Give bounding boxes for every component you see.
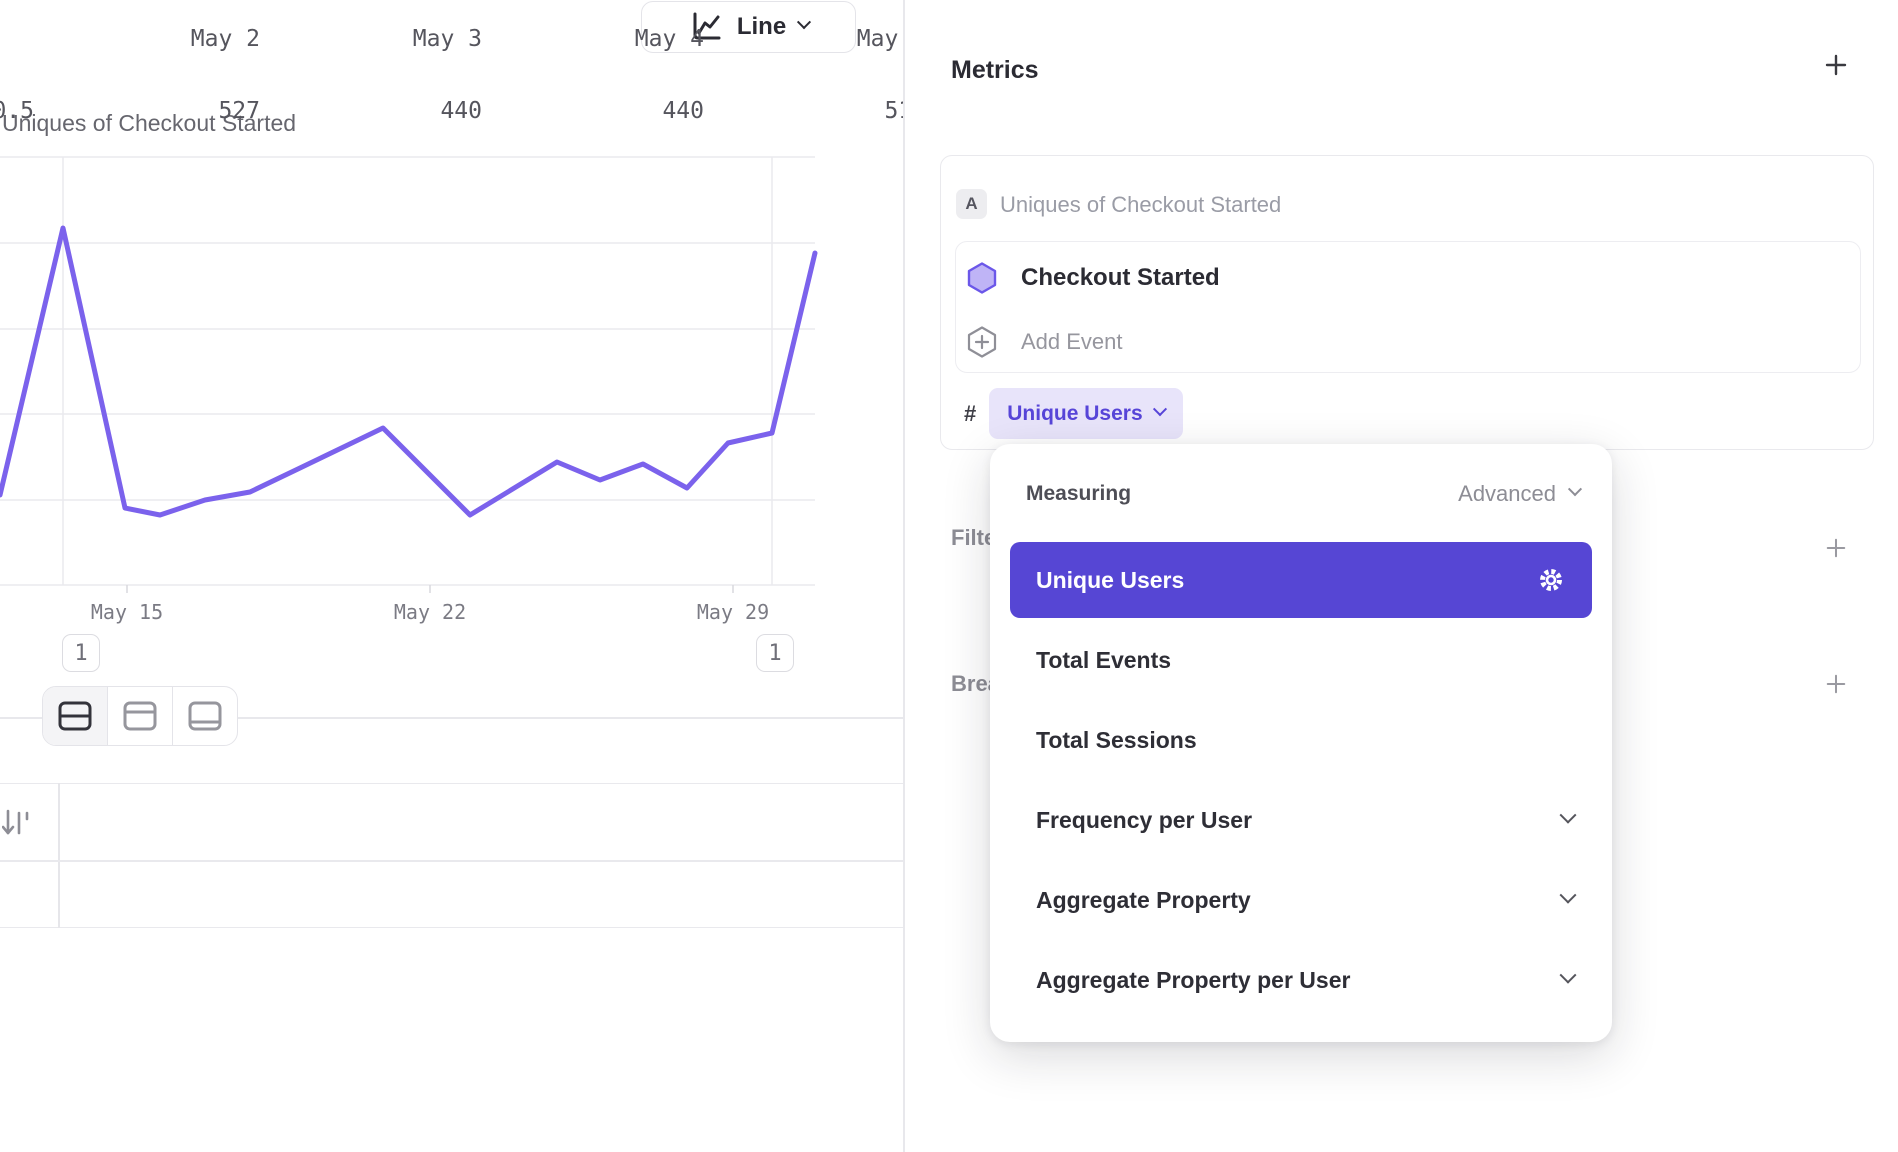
dropdown-item-total-events[interactable]: Total Events	[990, 620, 1612, 700]
measure-selector-pill[interactable]: Unique Users	[989, 388, 1183, 439]
add-breakdown-button[interactable]	[1825, 673, 1847, 695]
metric-name[interactable]: Uniques of Checkout Started	[1000, 192, 1282, 217]
section-divider	[0, 717, 903, 719]
dropdown-item-frequency-per-user[interactable]: Frequency per User	[990, 780, 1612, 860]
metric-card: A Uniques of Checkout Started Checkout S…	[940, 155, 1874, 450]
table-cell: 440	[662, 98, 704, 124]
table-cell: 527	[218, 98, 260, 124]
table-header-col[interactable]: May 4	[634, 25, 704, 52]
dropdown-item-label: Total Sessions	[1036, 726, 1197, 753]
advanced-mode-label: Advanced	[1458, 481, 1556, 506]
add-filter-button[interactable]	[1825, 537, 1847, 559]
add-event-row[interactable]: Add Event	[956, 310, 1860, 374]
chevron-down-icon	[1559, 886, 1577, 904]
event-card: Checkout Started Add Event	[955, 241, 1861, 373]
measuring-dropdown: Measuring Advanced Unique Users Total Ev…	[990, 444, 1612, 1042]
chart-type-button[interactable]: Line	[641, 1, 856, 53]
table-cell: 515	[884, 98, 903, 124]
chart-pane: Line Uniques of Checkout Started May 15 M…	[0, 0, 903, 1152]
line-chart-icon	[688, 9, 724, 45]
add-event-hexagon-icon	[967, 326, 997, 358]
measuring-dropdown-header: Measuring Advanced	[1026, 472, 1583, 516]
advanced-mode-selector[interactable]: Advanced	[1458, 481, 1583, 507]
event-row[interactable]: Checkout Started	[956, 246, 1860, 310]
table-cell: 440	[440, 98, 482, 124]
dropdown-item-unique-users[interactable]: Unique Users	[1010, 542, 1592, 618]
metric-letter-badge: A	[956, 189, 987, 219]
measure-selector-label: Unique Users	[1007, 401, 1143, 425]
chevron-down-icon	[1567, 482, 1583, 497]
dropdown-item-label: Aggregate Property per User	[1036, 966, 1351, 993]
chevron-down-icon	[1559, 806, 1577, 824]
dropdown-item-label: Aggregate Property	[1036, 886, 1251, 913]
chevron-down-icon	[1559, 966, 1577, 984]
results-table	[0, 783, 903, 928]
add-metric-button[interactable]	[1824, 53, 1848, 77]
dropdown-item-aggregate-property[interactable]: Aggregate Property	[990, 860, 1612, 940]
event-name: Checkout Started	[1021, 264, 1220, 291]
event-hexagon-icon	[967, 262, 997, 294]
dropdown-item-label: Unique Users	[1036, 566, 1185, 593]
layout-split-view-button[interactable]	[43, 687, 107, 745]
series-count-badge-left[interactable]: 1	[62, 634, 100, 672]
dropdown-item-total-sessions[interactable]: Total Sessions	[990, 700, 1612, 780]
measure-row: # Unique Users	[964, 388, 1183, 439]
dropdown-item-list: Total Events Total Sessions Frequency pe…	[990, 620, 1612, 1020]
table-header-col[interactable]: May 2	[190, 25, 260, 52]
table-cell-average: 0.5	[0, 98, 34, 124]
add-event-label: Add Event	[1021, 329, 1123, 354]
layout-bottom-bar-icon	[187, 700, 223, 732]
layout-top-bar-icon	[122, 700, 158, 732]
metrics-section-title: Metrics	[951, 56, 1039, 84]
sort-icon[interactable]	[2, 806, 32, 840]
line-chart-plot: May 15 May 22 May 29	[0, 156, 818, 624]
dropdown-item-aggregate-property-per-user[interactable]: Aggregate Property per User	[990, 940, 1612, 1020]
table-header-col[interactable]: May 3	[412, 25, 482, 52]
svg-text:May 15: May 15	[91, 600, 163, 624]
layout-split-icon	[57, 700, 93, 732]
series-count-badge-right[interactable]: 1	[756, 634, 794, 672]
gear-icon[interactable]	[1534, 563, 1568, 597]
dropdown-item-label: Frequency per User	[1036, 806, 1253, 833]
chevron-down-icon	[1152, 402, 1167, 417]
panel-divider	[903, 0, 905, 1152]
metrics-panel: Metrics A Uniques of Checkout Started Ch…	[905, 0, 1898, 1152]
layout-toggle-group	[42, 686, 238, 746]
svg-text:May 29: May 29	[697, 600, 769, 624]
measuring-label: Measuring	[1026, 482, 1132, 505]
layout-table-only-button[interactable]	[172, 687, 237, 745]
number-sign-label: #	[964, 400, 977, 426]
table-row-divider	[0, 860, 903, 862]
dropdown-item-label: Total Events	[1036, 646, 1172, 673]
chart-title: Uniques of Checkout Started	[2, 110, 297, 136]
svg-text:May 22: May 22	[394, 600, 466, 624]
table-column-divider	[58, 783, 60, 928]
table-header-col[interactable]: May 5	[856, 25, 903, 52]
layout-chart-only-button[interactable]	[107, 687, 172, 745]
chart-type-label: Line	[736, 13, 787, 40]
